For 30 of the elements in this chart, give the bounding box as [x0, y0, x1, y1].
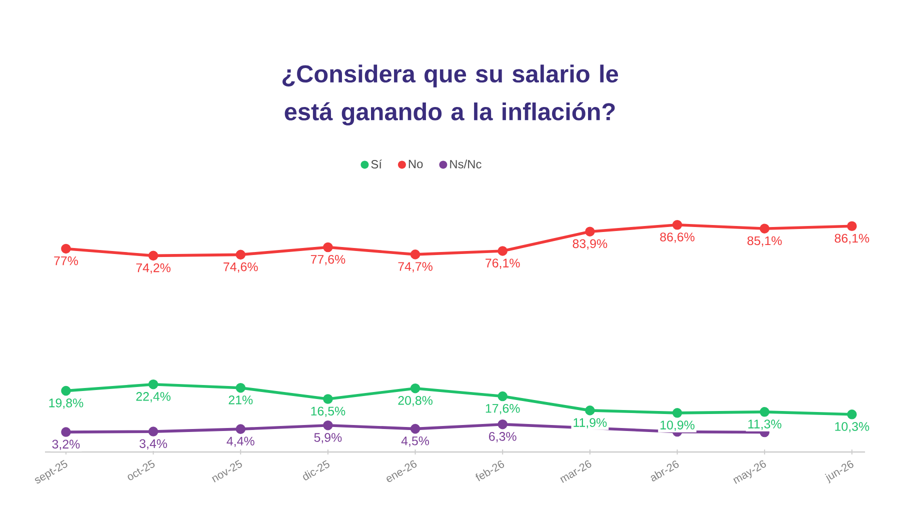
data-label: 10,3%	[835, 422, 870, 432]
data-label: 11,3%	[748, 420, 782, 430]
data-label: 10,9%	[660, 420, 694, 431]
data-label: 5,9%	[314, 433, 342, 444]
legend-label: No	[408, 160, 423, 168]
data-label: 85,1%	[747, 236, 782, 247]
data-label: 76,1%	[486, 258, 520, 269]
data-label: 3,2%	[52, 440, 80, 450]
data-label: 86,1%	[834, 234, 870, 244]
legend-label: Ns/Nc	[450, 160, 482, 168]
data-label: 20,8%	[398, 396, 432, 406]
data-label: 4,5%	[401, 436, 430, 447]
data-label: 74,6%	[224, 262, 258, 273]
data-label: 4,4%	[226, 436, 254, 447]
data-label: 86,6%	[660, 232, 694, 243]
data-label: 74,7%	[398, 262, 432, 272]
data-label: 6,3%	[489, 432, 516, 442]
data-label: 21%	[228, 396, 253, 404]
data-label: 83,9%	[572, 239, 608, 250]
data-label: 17,6%	[486, 404, 520, 414]
data-label: 3,4%	[140, 439, 168, 450]
data-label: 74,2%	[136, 263, 170, 274]
data-label: 11,9%	[574, 418, 607, 428]
legend-label: Sí	[371, 160, 382, 168]
data-label: 22,4%	[136, 392, 170, 402]
data-label: 16,5%	[311, 406, 346, 417]
chart-title: ¿Considera que su salario le está ganando a la inflación?	[282, 64, 618, 126]
data-label: 77,6%	[310, 254, 346, 266]
data-label: 19,8%	[49, 398, 84, 409]
data-label: 77%	[54, 256, 78, 266]
